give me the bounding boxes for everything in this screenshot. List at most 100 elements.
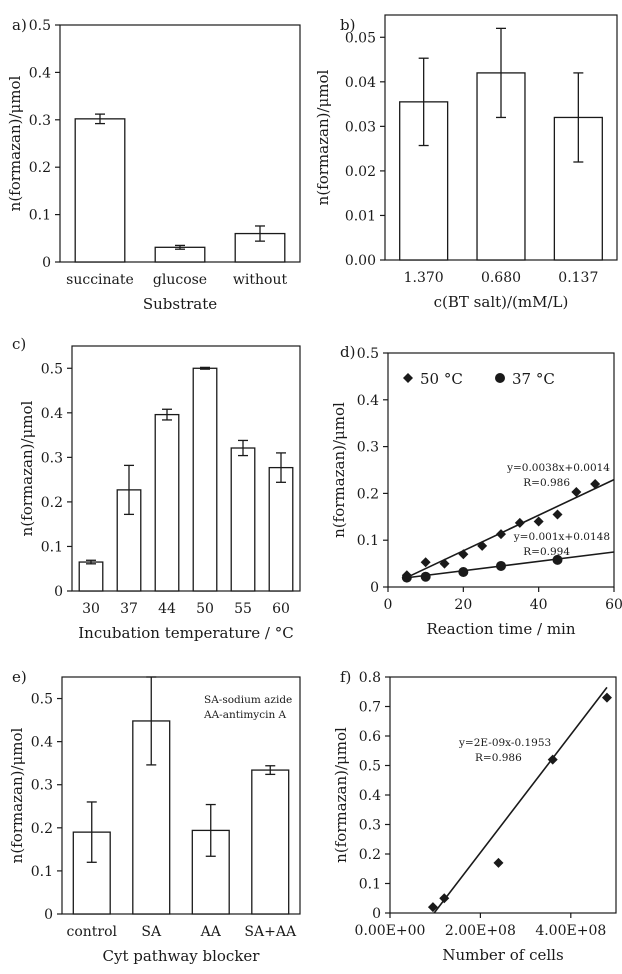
y-tick-label: 0.6 [359,729,381,745]
y-tick-label: 0.1 [357,533,379,549]
data-point [601,692,612,703]
data-point [458,549,469,560]
trend-line [406,551,615,579]
x-tick-label: SA [141,924,162,940]
x-tick-label: 0 [384,597,393,613]
x-tick-label: 60 [272,601,290,617]
bar [251,769,290,915]
y-tick-label: 0.04 [345,75,376,91]
y-tick-label: 0.02 [345,164,376,180]
chart-panel-c: c) 0 0.1 0.2 0.3 0.4 0.5 30 37 44 50 55 60 Incubation… [12,335,301,642]
chart-panel-e: e) 0 0.1 0.2 0.3 0.4 0.5 control SA AA SA+AA Cyt pa… [8,668,301,965]
data-point [427,902,438,913]
legend-label: 37 °C [512,370,555,388]
y-tick-label: 0.2 [31,821,53,837]
y-tick-label: 0.1 [41,539,63,555]
data-point [590,479,601,490]
y-tick-label: 0.3 [359,818,381,834]
y-tick-label: 0.2 [29,160,51,176]
y-tick-label: 0.3 [357,440,379,456]
x-tick-label: 0.137 [558,270,598,286]
fit-r-value: R=0.986 [475,752,522,764]
panel-label: f) [340,668,351,686]
y-tick-label: 0.5 [29,18,51,34]
x-axis-title: Incubation temperature / °C [78,624,294,642]
data-point [458,567,469,578]
x-tick-label: 1.370 [404,270,444,286]
x-tick-label: 55 [234,601,252,617]
x-tick-label: 20 [454,597,472,613]
data-point [493,857,504,868]
chart-panel-a: a) 0 0.1 0.2 0.3 0.4 0.5 succinate glucose withou… [6,16,301,313]
x-tick-label: glucose [153,272,207,288]
fit-equation: y=2E-09x-0.1953 [458,737,551,749]
x-tick-label: 30 [82,601,100,617]
data-point [547,754,558,765]
data-point [420,571,431,582]
trend-line [433,686,608,914]
bar [74,118,126,263]
fit-equation: y=0.001x+0.0148 [513,531,610,543]
y-tick-label: 0.2 [357,486,379,502]
x-tick-label: 0.680 [481,270,521,286]
panel-label: b) [340,16,355,34]
y-axis-title: n(formazan)/μmol [332,727,350,863]
plot-frame [389,676,617,914]
y-tick-label: 0.00 [345,253,376,269]
y-tick-label: 0.4 [359,788,381,804]
y-tick-label: 0.1 [31,864,53,880]
x-tick-label: 40 [530,597,548,613]
annotation: AA-antimycin A [203,709,287,721]
y-tick-label: 0.4 [31,735,53,751]
y-tick-label: 0.5 [31,692,53,708]
fit-equation: y=0.0038x+0.0014 [506,462,610,474]
y-tick-label: 0.05 [345,30,376,46]
x-axis-title: Number of cells [442,946,563,964]
x-tick-label: AA [200,924,222,940]
x-tick-label: 50 [196,601,214,617]
y-tick-label: 0 [372,906,381,922]
bar [191,829,230,915]
data-point [439,893,450,904]
y-tick-label: 0 [44,907,53,923]
data-point [533,516,544,527]
plot-frame [71,345,301,592]
bar [268,466,294,592]
y-tick-label: 0 [370,580,379,596]
panel-label: a) [12,16,27,34]
fit-r-value: R=0.986 [523,477,570,489]
x-tick-label: 44 [158,601,176,617]
x-axis-title: Substrate [143,295,217,313]
y-tick-label: 0.8 [359,670,381,686]
x-tick-label: 37 [120,601,138,617]
chart-panel-f: f) 0 0.1 0.2 0.3 0.4 0.5 0.6 0.7 0.8 0.00E+00 2.00E… [332,668,617,964]
bar [78,561,104,592]
x-tick-label: without [233,272,288,288]
y-tick-label: 0.4 [29,65,51,81]
legend-label: 50 °C [420,370,463,388]
data-point [514,517,525,528]
x-tick-label: 4.00E+08 [535,923,606,939]
y-axis-title: n(formazan)/μmol [6,75,24,211]
y-tick-label: 0 [54,584,63,600]
data-point [420,557,431,568]
x-tick-label: 60 [605,597,622,613]
y-axis-title: n(formazan)/μmol [8,727,26,863]
bar [192,367,218,592]
x-tick-label: succinate [66,272,134,288]
trend-line [406,478,615,579]
annotation: SA-sodium azide [204,694,292,706]
y-tick-label: 0.1 [359,877,381,893]
legend-marker-circle [495,373,505,383]
y-tick-label: 0.2 [359,847,381,863]
chart-panel-d: d) 0 0.1 0.2 0.3 0.4 0.5 0 20 40 60 Reaction time /… [330,343,622,638]
panel-label: d) [340,343,355,361]
data-point [477,540,488,551]
y-tick-label: 0.3 [31,778,53,794]
data-point [496,529,506,540]
plot-frame [61,676,301,915]
panel-label: c) [12,335,26,353]
y-tick-label: 0.7 [359,700,381,716]
y-axis-title: n(formazan)/μmol [314,69,332,205]
